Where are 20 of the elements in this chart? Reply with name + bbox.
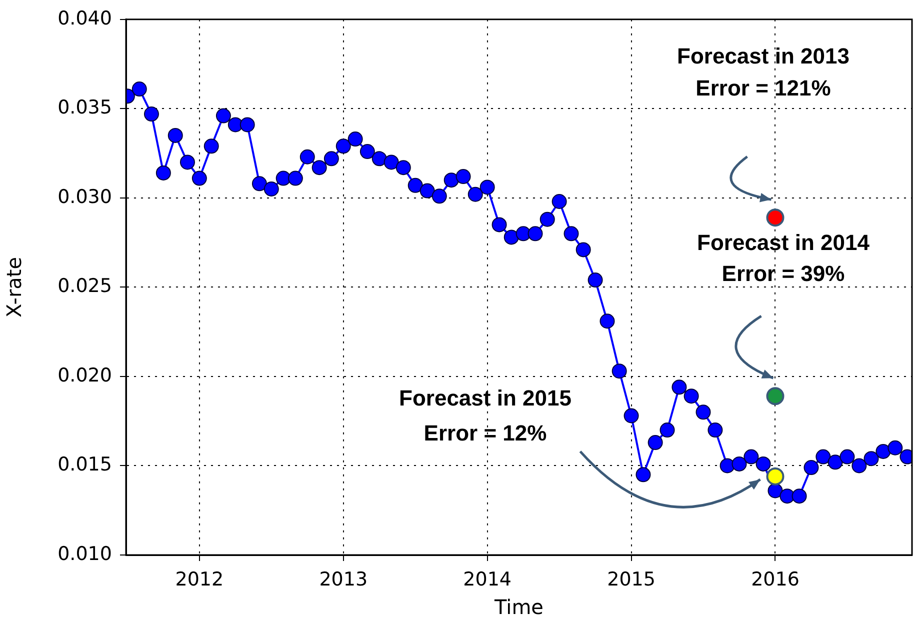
y-axis-title: X-rate	[2, 256, 26, 318]
y-tick-label: 0.025	[58, 275, 112, 298]
x-axis-title: Time	[494, 595, 544, 620]
annotation: Forecast in 2013 Error = 121%	[677, 44, 850, 101]
y-tick-label: 0.020	[58, 364, 112, 386]
point	[766, 387, 784, 406]
x-tick-label: 2013	[319, 568, 368, 590]
y-tick-label: 0.010	[58, 542, 112, 565]
x-tick-label: 2016	[751, 568, 800, 590]
annotation: Forecast in 2014 Error = 39%	[697, 230, 870, 286]
y-tick-label: 0.040	[58, 7, 112, 30]
point	[766, 208, 784, 227]
point	[766, 467, 784, 486]
x-tick-label: 2014	[463, 568, 512, 590]
x-tick-label: 2012	[175, 568, 224, 590]
y-tick-label: 0.015	[58, 454, 112, 476]
y-tick-label: 0.030	[58, 186, 112, 208]
x-tick-label: 2015	[607, 568, 656, 590]
annotation: Forecast in 2015 Error = 12%	[399, 386, 572, 446]
y-tick-label: 0.035	[58, 96, 112, 119]
